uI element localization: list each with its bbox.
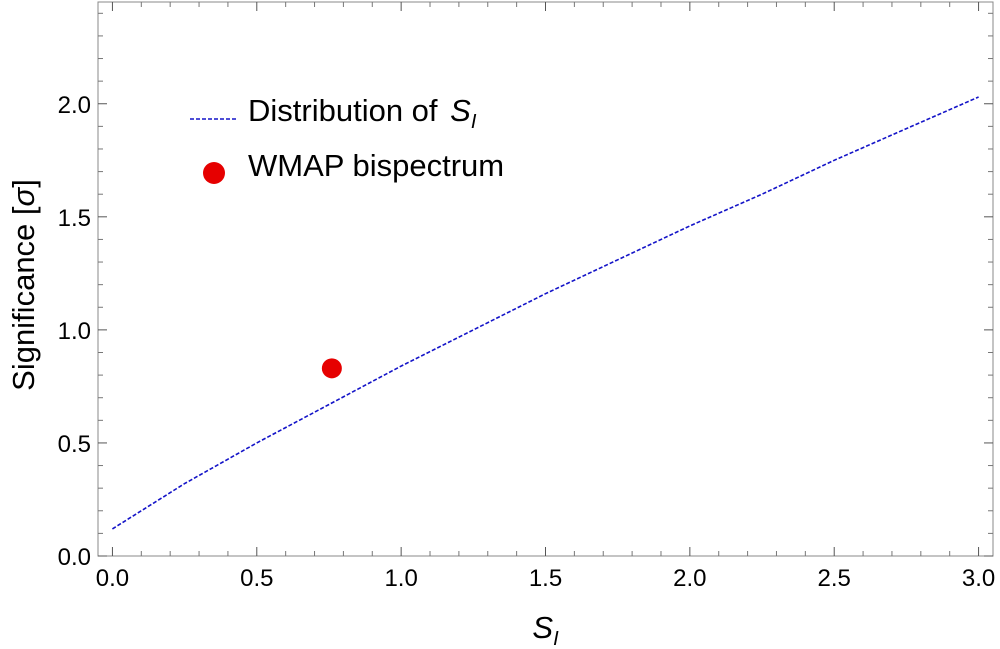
distribution-line xyxy=(111,96,979,530)
plot-frame xyxy=(97,1,994,557)
y-tick-label: 2.0 xyxy=(58,92,91,119)
legend-label-distribution: Distribution of SI xyxy=(248,93,477,133)
series-layer xyxy=(111,96,979,530)
y-tick-label: 0.0 xyxy=(58,544,91,571)
y-tick-label: 1.0 xyxy=(58,318,91,345)
y-tick-label: 0.5 xyxy=(58,431,91,458)
x-tick-label: 3.0 xyxy=(962,565,995,592)
legend: Distribution of SI WMAP bispectrum xyxy=(190,93,504,184)
x-tick-label: 2.0 xyxy=(673,565,706,592)
x-tick-label: 1.5 xyxy=(529,565,562,592)
x-tick-label: 0.5 xyxy=(240,565,273,592)
plot-area-border xyxy=(97,1,994,557)
legend-point-swatch xyxy=(203,162,225,184)
y-axis: 0.0 0.5 1.0 1.5 2.0 xyxy=(58,12,993,571)
x-tick-label: 2.5 xyxy=(818,565,851,592)
legend-label-wmap: WMAP bispectrum xyxy=(248,148,504,183)
x-axis: 0.0 0.5 1.0 1.5 2.0 2.5 3.0 xyxy=(96,2,995,592)
axis-titles: SI Significance [σ] xyxy=(6,179,559,649)
y-axis-title: Significance [σ] xyxy=(6,179,41,391)
wmap-bispectrum-point xyxy=(321,358,342,379)
y-tick-label: 1.5 xyxy=(58,205,91,232)
x-tick-label: 0.0 xyxy=(96,565,129,592)
x-axis-title: SI xyxy=(532,610,559,649)
x-tick-label: 1.0 xyxy=(384,565,417,592)
